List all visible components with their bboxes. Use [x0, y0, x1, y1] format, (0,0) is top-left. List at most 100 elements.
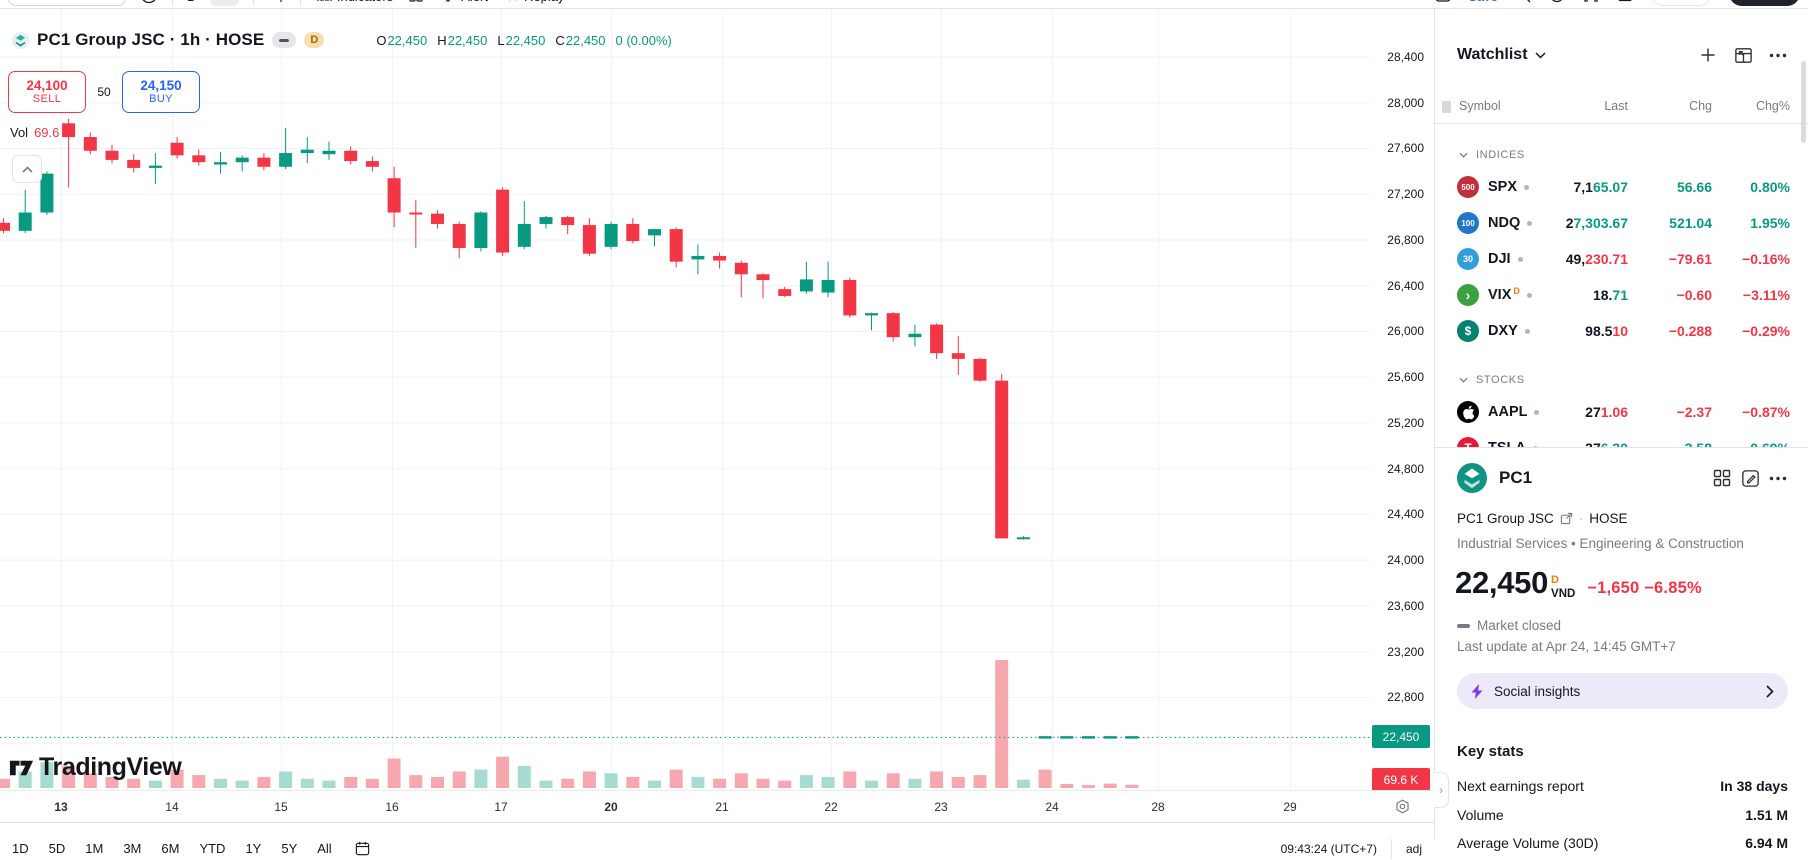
candle-flat[interactable] — [1103, 736, 1117, 739]
candlestick-chart[interactable] — [0, 10, 1434, 822]
range-button-3m[interactable]: 3M — [123, 841, 142, 856]
candle-flat[interactable] — [1125, 736, 1139, 739]
volume-bar[interactable] — [865, 780, 878, 788]
candle-body[interactable] — [865, 313, 878, 316]
volume-bar[interactable] — [1016, 779, 1030, 788]
candle-body[interactable] — [517, 223, 531, 247]
candle-body[interactable] — [0, 222, 10, 231]
volume-bar[interactable] — [105, 776, 119, 788]
candle-body[interactable] — [821, 279, 835, 293]
volume-bar[interactable] — [648, 780, 661, 788]
detail-sector[interactable]: Industrial Services • Engineering & Cons… — [1457, 536, 1744, 551]
range-button-5y[interactable]: 5Y — [281, 841, 298, 856]
interval-d-button[interactable]: D — [187, 0, 196, 6]
volume-bar[interactable] — [995, 660, 1009, 788]
candle-body[interactable] — [40, 173, 54, 213]
volume-bar[interactable] — [40, 762, 54, 788]
volume-bar[interactable] — [192, 775, 206, 788]
layout-grid-icon[interactable] — [407, 0, 425, 6]
candle-body[interactable] — [799, 279, 813, 292]
layout-panel-icon[interactable] — [1434, 0, 1452, 6]
fullscreen-icon[interactable] — [1582, 0, 1600, 6]
candle-body[interactable] — [431, 213, 444, 224]
volume-bar[interactable] — [691, 776, 705, 788]
watchlist-dropdown-icon[interactable] — [1535, 51, 1546, 59]
volume-bar[interactable] — [778, 780, 792, 788]
detail-more-icon[interactable] — [1764, 464, 1792, 492]
candle-body[interactable] — [756, 274, 770, 280]
add-symbol-icon[interactable] — [1694, 41, 1722, 69]
watchlist-row-dji[interactable]: 30 DJI 49,230.71 −79.61 −0.16% — [1435, 241, 1808, 277]
watchlist-row-aapl[interactable]: AAPL 271.06 −2.37 −0.87% — [1435, 394, 1808, 430]
volume-bar[interactable] — [214, 778, 227, 788]
volume-bar[interactable] — [279, 771, 293, 788]
detail-grid-icon[interactable] — [1708, 464, 1736, 492]
candle-body[interactable] — [778, 289, 792, 296]
column-chg[interactable]: Chg — [1689, 99, 1712, 113]
volume-bar[interactable] — [561, 778, 575, 788]
scrollbar-thumb[interactable] — [1801, 61, 1806, 143]
volume-bar[interactable] — [626, 776, 640, 788]
range-button-1m[interactable]: 1M — [85, 841, 104, 856]
volume-bar[interactable] — [235, 780, 249, 788]
volume-bar[interactable] — [344, 776, 358, 788]
interval-1h-button[interactable]: 1h — [210, 0, 239, 6]
volume-bar[interactable] — [539, 780, 553, 788]
candle-body[interactable] — [930, 324, 944, 354]
watchlist-row-ndq[interactable]: 100 NDQ 27,303.67 521.04 1.95% — [1435, 205, 1808, 241]
detail-edit-icon[interactable] — [1736, 464, 1764, 492]
volume-bar[interactable] — [127, 778, 141, 788]
volume-bar[interactable] — [387, 758, 401, 788]
volume-bar[interactable] — [1082, 785, 1095, 788]
candle-body[interactable] — [322, 150, 336, 155]
candle-body[interactable] — [452, 223, 466, 248]
candle-body[interactable] — [105, 150, 119, 160]
volume-bar[interactable] — [973, 775, 987, 788]
chart-pane[interactable]: PC1 Group JSC · 1h · HOSE D O22,450 H22,… — [0, 9, 1434, 822]
volume-bar[interactable] — [1103, 783, 1117, 788]
volume-bar[interactable] — [322, 780, 336, 788]
candle-body[interactable] — [387, 178, 401, 213]
volume-bar[interactable] — [365, 778, 379, 788]
candle-flat[interactable] — [1082, 736, 1095, 739]
go-to-date-icon[interactable] — [354, 840, 371, 857]
volume-bar[interactable] — [799, 775, 813, 788]
volume-bar[interactable] — [18, 771, 32, 788]
sell-button[interactable]: 24,100 SELL — [8, 71, 86, 113]
range-button-6m[interactable]: 6M — [161, 841, 180, 856]
delayed-data-badge[interactable]: D — [304, 32, 325, 48]
trade-button[interactable]: Trade — [1649, 0, 1714, 6]
watchlist-title[interactable]: Watchlist — [1457, 46, 1528, 63]
detail-exchange[interactable]: HOSE — [1589, 511, 1628, 526]
volume-bar[interactable] — [951, 776, 965, 788]
volume-bar[interactable] — [300, 778, 314, 788]
watchlist-row-dxy[interactable]: $ DXY 98.510 −0.288 −0.29% — [1435, 313, 1808, 349]
collapse-legend-button[interactable] — [12, 155, 42, 183]
volume-bar[interactable] — [930, 771, 944, 788]
alert-manage-icon[interactable] — [1548, 0, 1566, 6]
candle-body[interactable] — [1016, 537, 1030, 540]
volume-bar[interactable] — [83, 773, 97, 788]
social-insights-button[interactable]: Social insights — [1457, 673, 1788, 709]
candle-body[interactable] — [604, 223, 618, 247]
volume-bar[interactable] — [496, 756, 510, 788]
replay-button[interactable]: Replay — [502, 0, 564, 6]
column-last[interactable]: Last — [1604, 99, 1628, 113]
volume-bar[interactable] — [1060, 783, 1074, 788]
volume-bar[interactable] — [604, 773, 618, 788]
range-button-ytd[interactable]: YTD — [199, 841, 226, 856]
candle-body[interactable] — [691, 255, 705, 260]
section-header-stocks[interactable]: STOCKS — [1435, 349, 1808, 394]
compare-add-icon[interactable] — [140, 0, 158, 6]
time-axis[interactable]: 13 14 15 16 17 20 21 22 23 24 28 29 — [0, 790, 1434, 822]
symbol-title[interactable]: PC1 Group JSC · 1h · HOSE — [37, 30, 265, 49]
volume-bar[interactable] — [148, 780, 162, 788]
adjusted-toggle[interactable]: adj — [1405, 841, 1422, 856]
save-button[interactable]: Save — [1468, 0, 1498, 6]
search-icon[interactable] — [1514, 0, 1532, 6]
last-price-badge[interactable]: 22,450 — [1372, 725, 1430, 749]
volume-bar[interactable] — [409, 775, 423, 788]
volume-bar[interactable] — [908, 778, 922, 788]
candle-body[interactable] — [474, 212, 488, 248]
volume-bar[interactable] — [517, 765, 531, 788]
